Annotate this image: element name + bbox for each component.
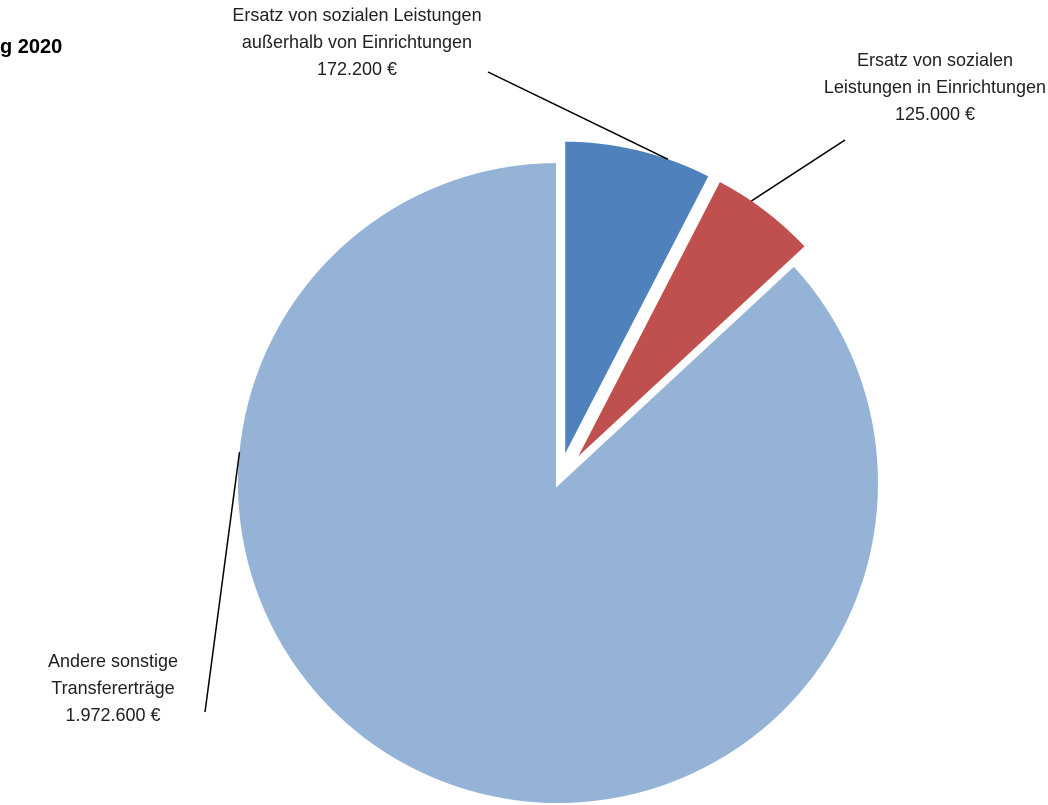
slice-name: Ersatz von sozialen Leistungen außerhalb… (232, 5, 482, 52)
slice-value: 1.972.600 € (65, 705, 161, 725)
data-label: Ersatz von sozialen Leistungen in Einric… (820, 47, 1048, 128)
pie-slice (561, 137, 714, 463)
slice-value: 172.200 € (316, 59, 398, 79)
slice-name: Andere sonstige Transfererträge (47, 651, 179, 698)
leader-line (750, 139, 846, 202)
leader-line (204, 452, 241, 713)
pie-slice (569, 176, 811, 467)
slice-value: 125.000 € (894, 104, 976, 124)
data-label: Andere sonstige Transfererträge 1.972.600… (3, 648, 223, 729)
slice-name: Ersatz von sozialen Leistungen in Einric… (823, 50, 1047, 97)
data-label: Ersatz von sozialen Leistungen außerhalb… (227, 2, 487, 83)
pie-slice (234, 158, 882, 805)
chart-title: g 2020 (0, 36, 63, 58)
leader-line (487, 71, 669, 160)
